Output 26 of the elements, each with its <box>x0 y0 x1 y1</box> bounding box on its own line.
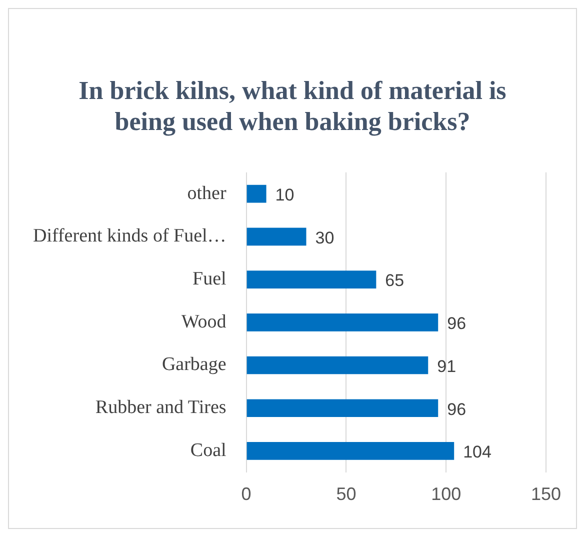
bar <box>246 228 306 246</box>
bar <box>246 270 376 288</box>
data-label: 91 <box>437 356 456 376</box>
y-tick-label: other <box>187 182 227 204</box>
data-label: 65 <box>385 271 404 290</box>
y-tick-label: Rubber and Tires <box>95 397 226 418</box>
data-label: 96 <box>447 400 466 419</box>
data-label: 104 <box>463 442 492 462</box>
x-tick-label: 100 <box>431 484 462 504</box>
bar <box>246 399 438 418</box>
x-tick-label: 50 <box>336 484 356 504</box>
data-label: 10 <box>275 186 294 205</box>
chart-title: In brick kilns, what kind of material is being used when baking bricks? <box>78 75 508 138</box>
data-label: 96 <box>447 314 466 334</box>
y-tick-label: Coal <box>190 440 226 461</box>
x-tick-label: 0 <box>241 484 252 504</box>
bar <box>246 184 266 203</box>
y-tick-label: Different kinds of Fuel… <box>33 226 226 247</box>
bar <box>246 442 454 460</box>
bar <box>246 356 428 374</box>
y-tick-label: Fuel <box>192 268 226 290</box>
bar <box>246 313 438 332</box>
y-tick-label: Wood <box>181 311 227 332</box>
y-tick-label: Garbage <box>162 354 226 376</box>
x-tick-label: 150 <box>530 484 562 504</box>
data-label: 30 <box>315 228 334 248</box>
